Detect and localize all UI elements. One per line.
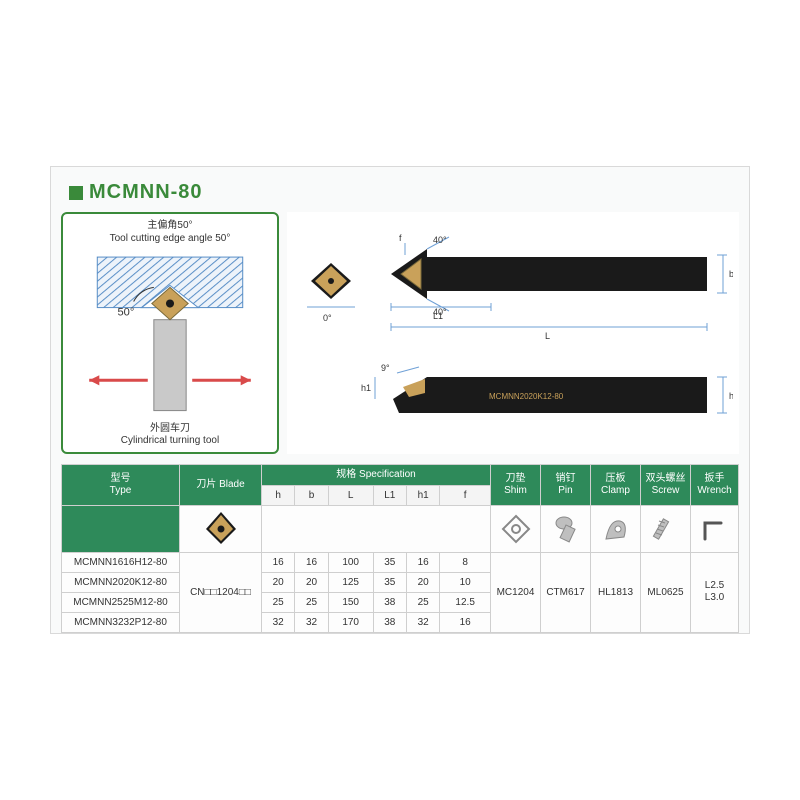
- title-square-icon: [69, 186, 83, 200]
- angle-diagram-box: 主偏角50° Tool cutting edge angle 50°: [61, 212, 279, 454]
- svg-text:MCMNN2020K12-80: MCMNN2020K12-80: [489, 392, 564, 401]
- hdr-wrench: 扳手Wrench: [691, 464, 739, 505]
- col-L1: L1: [373, 485, 406, 505]
- wrench-icon: [691, 505, 739, 552]
- shim-code: MC1204: [491, 552, 541, 632]
- angle-caption-cn: 主偏角50°: [147, 220, 192, 231]
- svg-text:L1: L1: [433, 311, 443, 321]
- blade-code: CN□□1204□□: [180, 552, 262, 632]
- image-row: [62, 505, 739, 552]
- col-b: b: [295, 485, 328, 505]
- svg-text:40°: 40°: [433, 235, 447, 245]
- screw-icon: [641, 505, 691, 552]
- tool-type-cn: 外圆车刀: [150, 423, 190, 434]
- hdr-shim: 刀垫Shim: [491, 464, 541, 505]
- col-h1: h1: [406, 485, 439, 505]
- table-row: MCMNN1616H12-80 CN□□1204□□ 16 16 100 35 …: [62, 552, 739, 572]
- clamp-code: HL1813: [591, 552, 641, 632]
- tool-type-en: Cylindrical turning tool: [121, 435, 219, 446]
- clamp-icon: [591, 505, 641, 552]
- col-f: f: [440, 485, 491, 505]
- tool-type-caption: 外圆车刀 Cylindrical turning tool: [121, 423, 219, 448]
- header-row: 型号Type 刀片 Blade 规格 Specification 刀垫Shim …: [62, 464, 739, 485]
- hdr-screw: 双头螺丝Screw: [641, 464, 691, 505]
- hdr-spec: 规格 Specification: [262, 464, 491, 485]
- hdr-type: 型号Type: [62, 464, 180, 505]
- hdr-pin: 销钉Pin: [541, 464, 591, 505]
- svg-text:0°: 0°: [323, 313, 332, 323]
- wrench-code: L2.5L3.0: [691, 552, 739, 632]
- pin-icon: [541, 505, 591, 552]
- angle-caption-en: Tool cutting edge angle 50°: [110, 233, 231, 244]
- shim-icon: [491, 505, 541, 552]
- col-L: L: [328, 485, 373, 505]
- angle-50-label: 50°: [117, 307, 134, 319]
- svg-text:L: L: [545, 331, 550, 341]
- svg-text:9°: 9°: [381, 363, 390, 373]
- spec-table: 型号Type 刀片 Blade 规格 Specification 刀垫Shim …: [61, 464, 739, 633]
- blade-icon: [180, 505, 262, 552]
- svg-text:h1: h1: [361, 383, 371, 393]
- svg-text:b: b: [729, 269, 733, 279]
- col-h: h: [262, 485, 295, 505]
- spec-sheet: MCMNN-80 主偏角50° Tool cutting edge angle …: [50, 166, 750, 634]
- hdr-blade: 刀片 Blade: [180, 464, 262, 505]
- hdr-clamp: 压板Clamp: [591, 464, 641, 505]
- dimension-diagram: 0° 40° 40° f: [287, 212, 739, 454]
- upper-diagrams: 主偏角50° Tool cutting edge angle 50°: [61, 212, 739, 454]
- title-row: MCMNN-80: [69, 181, 739, 204]
- angle-diagram-svg: 50°: [69, 249, 271, 421]
- svg-text:h: h: [729, 391, 733, 401]
- pin-code: CTM617: [541, 552, 591, 632]
- type-cell: MCMNN1616H12-80: [62, 552, 180, 572]
- angle-caption: 主偏角50° Tool cutting edge angle 50°: [110, 220, 231, 245]
- svg-text:f: f: [399, 233, 402, 243]
- title-text: MCMNN-80: [89, 181, 203, 204]
- screw-code: ML0625: [641, 552, 691, 632]
